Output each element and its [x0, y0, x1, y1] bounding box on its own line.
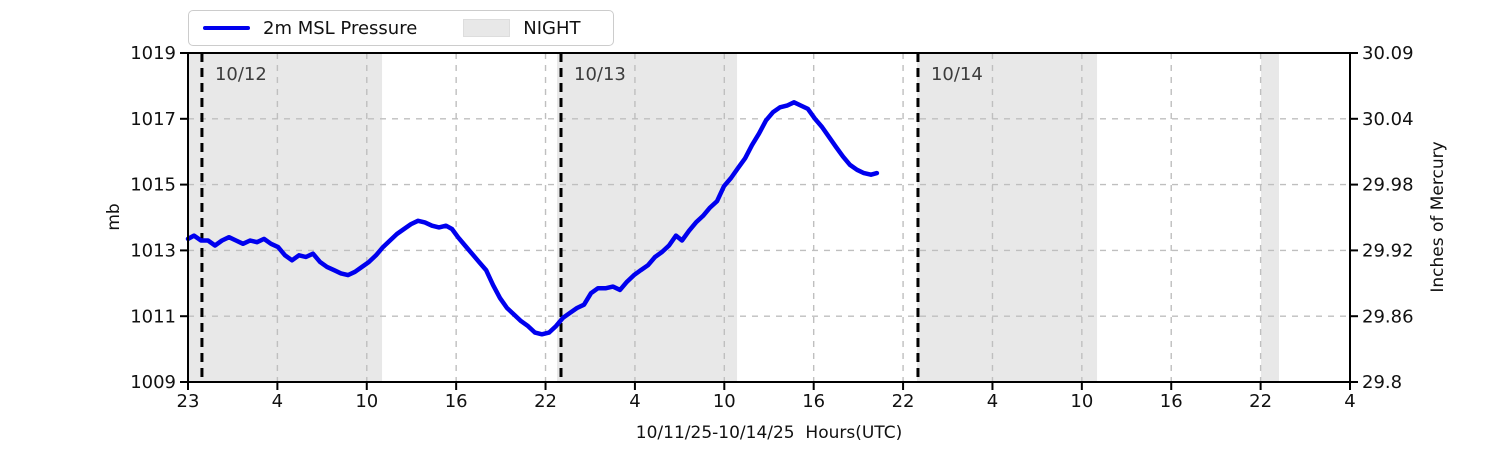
x-tick-label: 4 [272, 391, 283, 412]
legend: 2m MSL Pressure NIGHT [188, 10, 614, 46]
x-tick-label: 16 [802, 391, 825, 412]
y-axis-label-left: mb [104, 203, 124, 231]
x-tick-label: 10 [1070, 391, 1093, 412]
y-tick-label-left: 1019 [130, 43, 176, 64]
x-tick-label: 10 [713, 391, 736, 412]
legend-line-sample [203, 26, 250, 30]
y-tick-label-left: 1017 [130, 109, 176, 130]
x-tick-label: 23 [177, 391, 200, 412]
y-tick-label-right: 30.04 [1362, 109, 1414, 130]
x-tick-label: 10 [355, 391, 378, 412]
legend-night-label: NIGHT [523, 17, 581, 39]
y-tick-label-left: 1011 [130, 306, 176, 327]
pressure-line [185, 100, 880, 337]
legend-pressure-label: 2m MSL Pressure [263, 17, 418, 39]
y-tick-label-left: 1009 [130, 372, 176, 393]
y-tick-label-left: 1013 [130, 241, 176, 262]
night-band [1260, 53, 1280, 382]
night-band [917, 53, 1098, 382]
x-tick-label: 4 [1344, 391, 1355, 412]
night-band [188, 53, 383, 382]
legend-night-patch [463, 19, 511, 37]
y-tick-label-right: 29.92 [1362, 241, 1414, 262]
x-tick-label: 4 [987, 391, 998, 412]
date-label: 10/12 [215, 64, 267, 85]
x-tick-label: 16 [445, 391, 468, 412]
night-band [557, 53, 738, 382]
x-axis-label: 10/11/25-10/14/25 Hours(UTC) [635, 423, 903, 443]
x-tick-label: 22 [1249, 391, 1272, 412]
y-tick-label-right: 30.09 [1362, 43, 1414, 64]
y-tick-label-right: 29.86 [1362, 306, 1414, 327]
x-tick-label: 22 [892, 391, 915, 412]
y-tick-label-left: 1015 [130, 175, 176, 196]
date-label: 10/14 [931, 64, 983, 85]
x-tick-label: 4 [629, 391, 640, 412]
x-tick-label: 22 [534, 391, 557, 412]
plot-border [187, 52, 1351, 383]
y-tick-label-right: 29.8 [1362, 372, 1402, 393]
x-tick-label: 16 [1160, 391, 1183, 412]
y-axis-label-right: Inches of Mercury [1428, 141, 1448, 293]
date-label: 10/13 [574, 64, 626, 85]
y-tick-label-right: 29.98 [1362, 175, 1414, 196]
